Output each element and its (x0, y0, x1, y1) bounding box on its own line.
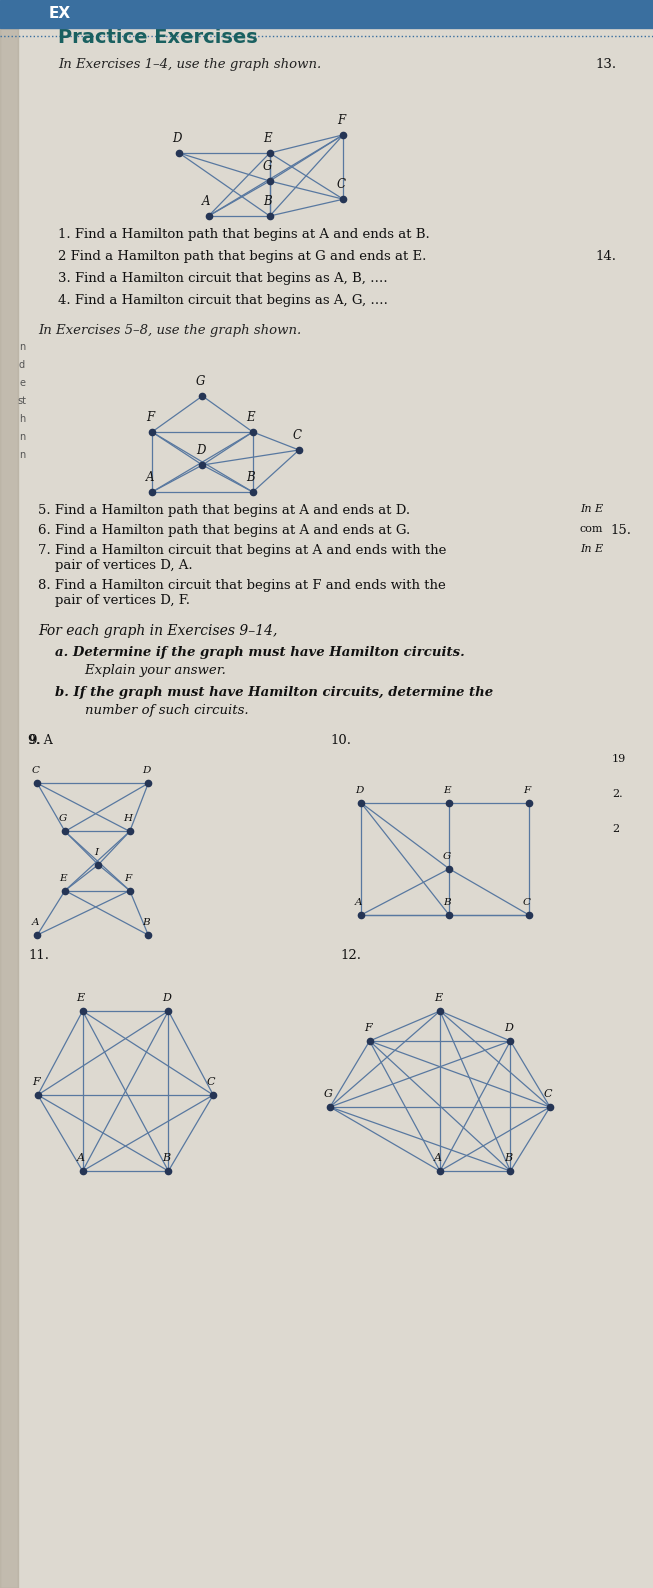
Text: B: B (443, 897, 451, 907)
Text: E: E (246, 411, 255, 424)
Text: In Exercises 1–4, use the graph shown.: In Exercises 1–4, use the graph shown. (58, 59, 321, 71)
Text: E: E (59, 873, 67, 883)
Text: st: st (18, 395, 27, 407)
Text: EX: EX (49, 6, 71, 22)
Text: B: B (142, 918, 150, 927)
Text: C: C (207, 1077, 215, 1088)
Text: F: F (32, 1077, 40, 1088)
Text: pair of vertices D, A.: pair of vertices D, A. (38, 559, 193, 572)
Text: 2.: 2. (612, 789, 622, 799)
Text: D: D (162, 992, 171, 1004)
Text: F: F (146, 411, 154, 424)
Text: C: C (544, 1089, 552, 1099)
Text: A: A (202, 195, 211, 208)
Text: B: B (263, 195, 272, 208)
Text: C: C (31, 767, 39, 775)
Text: D: D (355, 786, 363, 796)
Text: G: G (443, 851, 451, 861)
Text: A: A (76, 1153, 85, 1162)
Text: D: D (142, 767, 150, 775)
Text: 9. A: 9. A (28, 734, 53, 746)
Text: n: n (19, 432, 25, 441)
Text: 4. Find a Hamilton circuit that begins as A, G, ….: 4. Find a Hamilton circuit that begins a… (58, 294, 388, 306)
Text: n: n (19, 449, 25, 461)
Text: G: G (263, 160, 272, 173)
Text: pair of vertices D, F.: pair of vertices D, F. (38, 594, 190, 607)
Text: D: D (196, 445, 205, 457)
Text: F: F (523, 786, 531, 796)
Text: 11.: 11. (28, 950, 49, 962)
Text: In Exercises 5–8, use the graph shown.: In Exercises 5–8, use the graph shown. (38, 324, 301, 337)
Text: b. If the graph must have Hamilton circuits, determine the: b. If the graph must have Hamilton circu… (55, 686, 493, 699)
Text: For each graph in Exercises 9–14,: For each graph in Exercises 9–14, (38, 624, 278, 638)
Text: C: C (293, 429, 302, 441)
Text: D: D (172, 132, 182, 145)
Text: F: F (364, 1023, 372, 1034)
Text: com: com (580, 524, 603, 534)
Text: a. Determine if the graph must have Hamilton circuits.: a. Determine if the graph must have Hami… (55, 646, 465, 659)
Text: A: A (31, 918, 39, 927)
Text: 1. Find a Hamilton path that begins at A and ends at B.: 1. Find a Hamilton path that begins at A… (58, 229, 430, 241)
Text: D: D (504, 1023, 513, 1034)
Text: 2 Find a Hamilton path that begins at G and ends at E.: 2 Find a Hamilton path that begins at G … (58, 249, 426, 264)
Text: G: G (59, 815, 67, 824)
Text: A: A (146, 472, 154, 484)
Text: 14.: 14. (595, 249, 616, 264)
Text: C: C (523, 897, 531, 907)
Text: In E: In E (580, 545, 603, 554)
Text: E: E (263, 132, 272, 145)
Text: 5. Find a Hamilton path that begins at A and ends at D.: 5. Find a Hamilton path that begins at A… (38, 503, 410, 518)
Text: E: E (76, 992, 85, 1004)
Text: I: I (94, 848, 99, 856)
Text: 9.: 9. (28, 734, 40, 746)
Text: 3. Find a Hamilton circuit that begins as A, B, ….: 3. Find a Hamilton circuit that begins a… (58, 272, 388, 284)
Text: B: B (504, 1153, 513, 1162)
Text: E: E (443, 786, 451, 796)
Text: h: h (19, 414, 25, 424)
Text: 7. Find a Hamilton circuit that begins at A and ends with the: 7. Find a Hamilton circuit that begins a… (38, 545, 447, 557)
Text: 12.: 12. (340, 950, 361, 962)
Text: e: e (19, 378, 25, 387)
Text: C: C (337, 178, 345, 191)
Text: 10.: 10. (330, 734, 351, 746)
Text: 19: 19 (612, 754, 626, 764)
Text: number of such circuits.: number of such circuits. (68, 703, 249, 718)
Text: A: A (355, 897, 363, 907)
Text: In E: In E (580, 503, 603, 515)
Text: 15.: 15. (610, 524, 631, 537)
Text: n: n (19, 341, 25, 353)
Text: 8. Find a Hamilton circuit that begins at F and ends with the: 8. Find a Hamilton circuit that begins a… (38, 580, 446, 592)
Text: Explain your answer.: Explain your answer. (68, 664, 226, 676)
Text: A: A (434, 1153, 442, 1162)
Text: G: G (196, 375, 205, 387)
Text: F: F (124, 873, 131, 883)
Text: G: G (324, 1089, 332, 1099)
Bar (0, 0, 653, 29)
Text: d: d (19, 360, 25, 370)
Text: 2: 2 (612, 824, 619, 834)
Text: 6. Find a Hamilton path that begins at A and ends at G.: 6. Find a Hamilton path that begins at A… (38, 524, 410, 537)
Text: Practice Exercises: Practice Exercises (58, 29, 258, 48)
Text: H: H (123, 815, 133, 824)
Text: 13.: 13. (595, 59, 616, 71)
Text: B: B (163, 1153, 170, 1162)
Bar (0, 29, 18, 1588)
Text: B: B (246, 472, 255, 484)
Text: F: F (337, 114, 345, 127)
Text: E: E (434, 992, 442, 1004)
